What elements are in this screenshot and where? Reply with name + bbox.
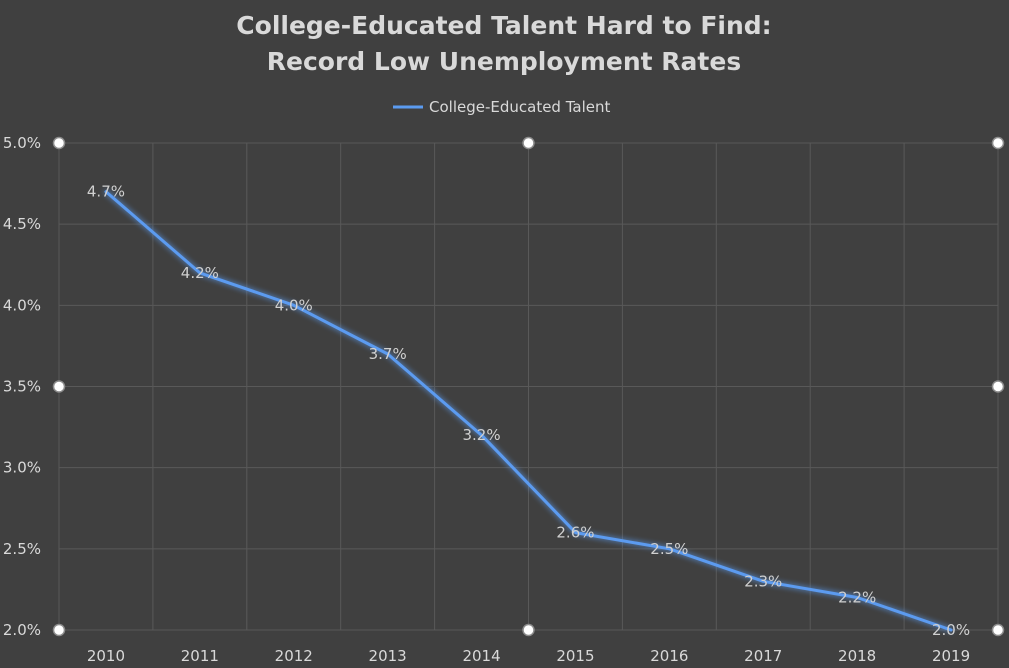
resize-handle[interactable] xyxy=(52,380,66,393)
grid xyxy=(58,142,999,631)
chart-title-line-1: College-Educated Talent Hard to Find: xyxy=(236,11,771,40)
data-label: 3.2% xyxy=(462,426,500,444)
chart-title-line-2: Record Low Unemployment Rates xyxy=(267,47,741,76)
resize-handle[interactable] xyxy=(991,136,1005,150)
data-label: 2.6% xyxy=(556,524,594,542)
x-tick-label: 2010 xyxy=(87,647,125,665)
x-tick-label: 2012 xyxy=(275,647,313,665)
data-labels: 4.7% 4.2% 4.0% 3.7% 3.2% 2.6% 2.5% 2.3% 2.2% 2.0% xyxy=(87,183,970,639)
x-tick-label: 2019 xyxy=(932,647,970,665)
series-line xyxy=(104,190,953,632)
data-label: 4.0% xyxy=(275,296,313,314)
series-college-educated-talent xyxy=(104,190,953,632)
y-tick-label: 5.0% xyxy=(3,134,41,152)
x-tick-label: 2013 xyxy=(369,647,407,665)
x-tick-label: 2016 xyxy=(650,647,688,665)
data-label: 4.7% xyxy=(87,183,125,201)
x-tick-label: 2014 xyxy=(462,647,500,665)
x-tick-label: 2011 xyxy=(181,647,219,665)
y-tick-label: 3.0% xyxy=(3,459,41,477)
x-tick-label: 2018 xyxy=(838,647,876,665)
y-tick-label: 4.0% xyxy=(3,296,41,314)
y-tick-label: 2.5% xyxy=(3,540,41,558)
data-label: 3.7% xyxy=(369,345,407,363)
y-tick-label: 3.5% xyxy=(3,378,41,396)
legend: College-Educated Talent xyxy=(393,98,610,116)
y-tick-label: 4.5% xyxy=(3,215,41,233)
resize-handle[interactable] xyxy=(52,136,66,150)
legend-label: College-Educated Talent xyxy=(429,98,610,116)
selection-handles[interactable] xyxy=(52,136,1005,637)
resize-handle[interactable] xyxy=(991,623,1005,637)
x-tick-label: 2017 xyxy=(744,647,782,665)
resize-handle[interactable] xyxy=(522,136,535,150)
data-label: 2.2% xyxy=(838,589,876,607)
resize-handle[interactable] xyxy=(522,623,535,637)
data-label: 2.5% xyxy=(650,540,688,558)
data-label: 2.0% xyxy=(932,621,970,639)
resize-handle[interactable] xyxy=(52,623,66,637)
data-label: 4.2% xyxy=(181,264,219,282)
data-label: 2.3% xyxy=(744,572,782,590)
resize-handle[interactable] xyxy=(991,380,1005,393)
axis-labels: 5.0% 4.5% 4.0% 3.5% 3.0% 2.5% 2.0% 2010 2011 2012… xyxy=(3,134,970,665)
x-tick-label: 2015 xyxy=(556,647,594,665)
y-tick-label: 2.0% xyxy=(3,621,41,639)
